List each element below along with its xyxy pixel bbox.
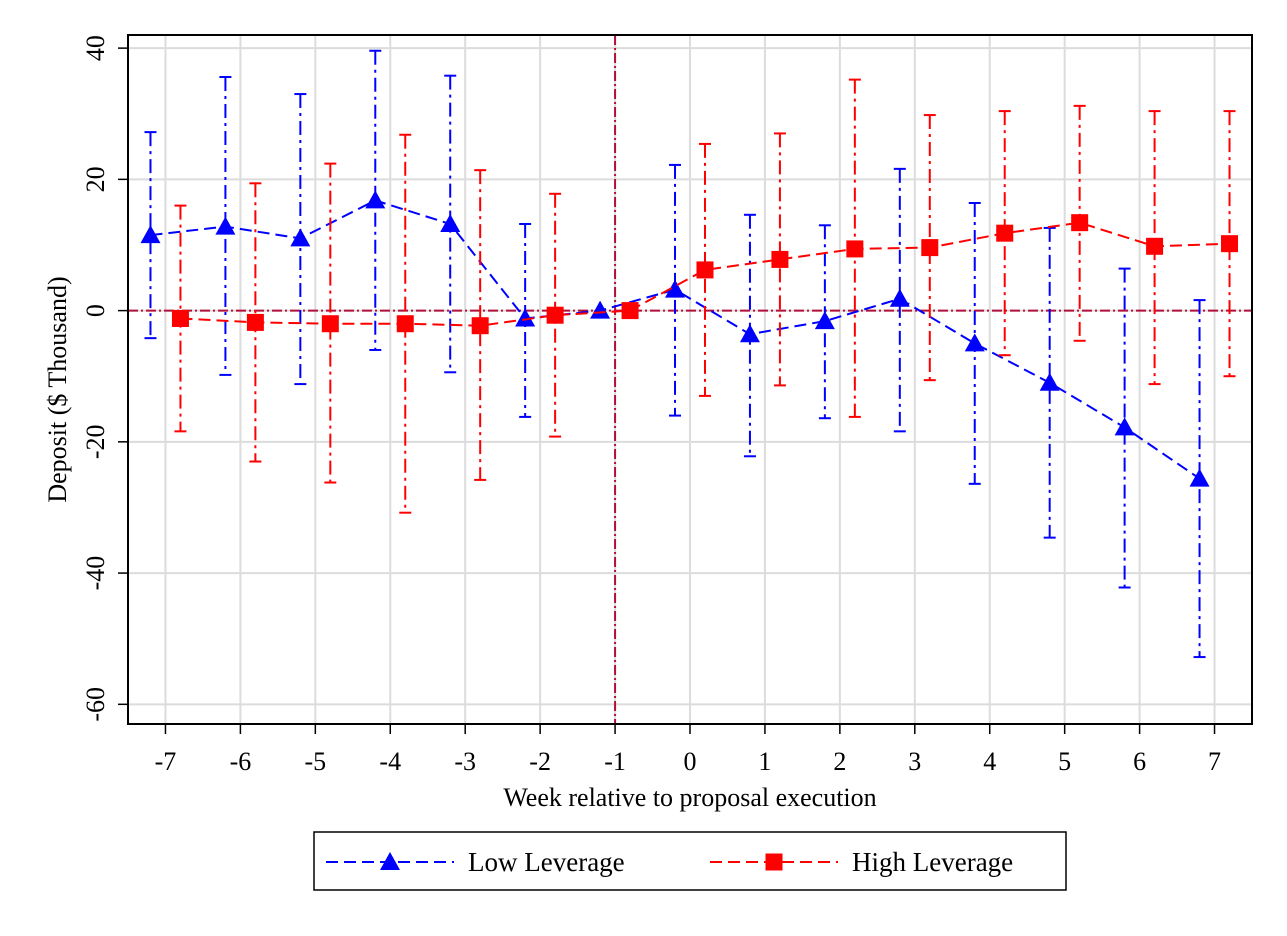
data-point (215, 216, 236, 235)
data-point (471, 317, 489, 335)
y-tick-label: 40 (81, 35, 110, 61)
x-tick-label: 6 (1133, 747, 1146, 776)
series-layer (140, 49, 1239, 659)
square-icon (765, 853, 783, 871)
x-tick-label: -5 (304, 747, 326, 776)
x-tick-label: -7 (155, 747, 177, 776)
y-tick-label: 0 (81, 304, 110, 317)
x-tick-label: -3 (454, 747, 476, 776)
data-point (1114, 417, 1135, 436)
legend-item: High Leverage (710, 847, 1013, 877)
legend-items: Low Leverage High Leverage (326, 847, 1013, 877)
data-point (889, 288, 910, 307)
x-tick-label: 3 (908, 747, 921, 776)
x-tick-label: 1 (758, 747, 771, 776)
data-point (246, 313, 264, 331)
y-tick-label: -40 (81, 556, 110, 591)
data-point (665, 279, 686, 298)
x-tick-label: 2 (833, 747, 846, 776)
data-point (590, 300, 611, 319)
y-tick-label: -60 (81, 687, 110, 722)
x-axis-label: Week relative to proposal execution (503, 783, 876, 812)
data-point (696, 261, 714, 279)
x-tick-label: 5 (1058, 747, 1071, 776)
reference-lines (128, 35, 1252, 724)
data-point (1146, 237, 1164, 255)
data-point (171, 309, 189, 327)
data-point (621, 302, 639, 320)
legend-label: Low Leverage (468, 847, 625, 877)
x-tick-label: -1 (604, 747, 626, 776)
x-tick-label: -2 (529, 747, 551, 776)
legend: Low Leverage High Leverage (313, 831, 1067, 891)
data-point (921, 239, 939, 257)
data-point (814, 311, 835, 330)
series-low-leverage (140, 49, 1210, 659)
y-tick-label: 20 (81, 166, 110, 192)
data-point (846, 240, 864, 258)
series-line (180, 221, 1230, 327)
data-point (1039, 372, 1060, 391)
data-point (515, 308, 536, 327)
legend-item: Low Leverage (326, 847, 625, 877)
triangle-icon (380, 852, 400, 870)
data-point (321, 315, 339, 333)
data-point (1071, 214, 1089, 232)
x-tick-label: 7 (1208, 747, 1221, 776)
data-point (546, 306, 564, 324)
data-point (996, 224, 1014, 242)
data-point (140, 225, 161, 244)
data-point (1189, 468, 1210, 487)
data-point (396, 315, 414, 333)
x-tick-label: -6 (230, 747, 252, 776)
x-tick-label: 4 (983, 747, 996, 776)
data-point (440, 213, 461, 232)
data-point (771, 250, 789, 268)
data-point (1221, 235, 1239, 253)
data-point (290, 228, 311, 247)
x-tick-label: -4 (379, 747, 401, 776)
x-tick-label: 0 (684, 747, 697, 776)
legend-label: High Leverage (852, 847, 1013, 877)
data-point (739, 324, 760, 343)
y-axis-label: Deposit ($ Thousand) (43, 276, 72, 502)
series-high-leverage (171, 78, 1239, 514)
grid-lines (128, 35, 1252, 724)
data-point (365, 190, 386, 209)
y-tick-label: -20 (81, 425, 110, 460)
data-point (964, 333, 985, 352)
axes: -7 -6 -5 -4 -3 -2 -1 0 1 2 3 4 5 6 7 40 20 0 -20 -40 -60 (81, 35, 1221, 776)
